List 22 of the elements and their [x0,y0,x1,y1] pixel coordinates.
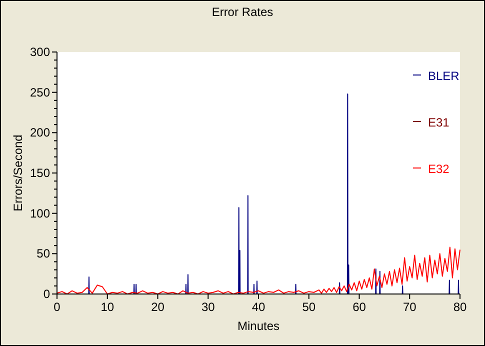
legend-label: E31 [428,116,450,130]
x-tick-label: 20 [151,300,165,314]
y-tick-label: 100 [30,206,50,220]
x-tick-label: 40 [252,300,266,314]
x-tick-label: 60 [352,300,366,314]
x-tick-label: 80 [453,300,467,314]
y-tick-label: 300 [30,45,50,59]
x-tick-label: 10 [100,300,114,314]
y-tick-label: 250 [30,85,50,100]
x-tick-label: 50 [302,300,316,314]
x-axis-title: Minutes [237,319,280,333]
y-tick-label: 200 [30,126,50,140]
chart-title: Error Rates [212,5,274,19]
legend-label: BLER [428,69,460,83]
x-tick-label: 30 [201,300,216,314]
y-tick-label: 150 [30,166,50,180]
x-tick-label: 0 [54,300,61,314]
y-axis-title: Errors/Second [11,134,25,212]
x-tick-label: 70 [402,300,417,314]
legend-label: E32 [428,162,450,176]
y-tick-label: 50 [36,246,50,261]
y-tick-label: 0 [43,287,50,301]
